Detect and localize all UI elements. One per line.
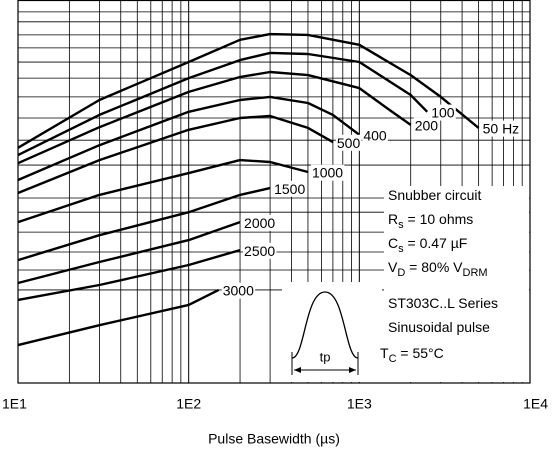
x-tick-label: 1E2 — [176, 396, 201, 412]
curve — [17, 158, 309, 224]
note-subscript: s — [398, 243, 404, 255]
curve — [17, 248, 241, 302]
arrow-heads — [294, 367, 356, 373]
curve-label: 50 Hz — [483, 121, 520, 137]
curve — [17, 186, 271, 262]
curve-label-background — [335, 134, 362, 151]
note-part: Snubber circuit — [388, 187, 481, 203]
curve — [17, 32, 480, 149]
note-subscript: D — [397, 267, 405, 279]
curve — [17, 114, 334, 195]
note-part: = 55°C — [397, 345, 444, 361]
curve-label: 1000 — [312, 165, 343, 181]
note: ST303C..L Series — [388, 295, 498, 311]
note: Rs = 10 ohms — [388, 211, 473, 231]
note-part: = 0.47 µF — [404, 235, 468, 251]
curve-label-background — [413, 117, 440, 134]
curve — [17, 70, 412, 165]
curve-label: 100 — [431, 105, 455, 121]
note-part: R — [388, 211, 398, 227]
curve — [17, 95, 361, 182]
curve-label-background — [273, 180, 307, 197]
x-axis-title: Pulse Basewidth (µs) — [208, 431, 340, 447]
curve-label: 1500 — [274, 181, 305, 197]
curve-label: 200 — [415, 118, 439, 134]
curve-label-background — [243, 214, 277, 231]
note-part: Sinusoidal pulse — [388, 319, 490, 335]
note-part: V — [388, 259, 398, 275]
note-part: ST303C..L Series — [388, 295, 498, 311]
tp-background — [308, 348, 342, 366]
curve-label: 3000 — [223, 283, 254, 299]
note-part: T — [380, 345, 389, 361]
note: Cs = 0.47 µF — [388, 235, 467, 255]
x-tick-label: 1E1 — [2, 396, 27, 412]
notes-background — [384, 186, 529, 382]
curve — [17, 51, 429, 157]
curve-label-background — [243, 242, 277, 259]
pulse-shape — [291, 291, 359, 359]
curve-label-background — [430, 104, 456, 121]
curve — [17, 288, 220, 347]
inset-background — [282, 282, 382, 382]
curve — [17, 220, 241, 285]
x-tick-label: 1E3 — [347, 396, 372, 412]
curve-label-background — [481, 120, 521, 137]
note-part: C — [388, 235, 398, 251]
note: VD = 80% VDRM — [388, 259, 488, 279]
curve-label: 2500 — [244, 243, 275, 259]
note-subscript: C — [389, 353, 397, 365]
curve-label: 400 — [363, 128, 387, 144]
note-subscript: DRM — [463, 267, 488, 279]
pulse-inset: tp — [291, 291, 359, 375]
note: Snubber circuit — [388, 187, 481, 203]
curve-label-background — [362, 127, 388, 144]
curve-label: 500 — [337, 135, 361, 151]
note-part: = 80% V — [405, 259, 463, 275]
notes: Snubber circuit Rs = 10 ohms Cs = 0.47 µF V… — [380, 187, 498, 365]
x-tick-label: 1E4 — [523, 396, 548, 412]
curve-label-background — [310, 164, 345, 181]
note-subscript: s — [398, 219, 404, 231]
curve-label-background — [221, 282, 256, 299]
note-part: = 10 ohms — [404, 211, 474, 227]
inset-label: tp — [320, 349, 331, 364]
note: Sinusoidal pulse — [388, 319, 490, 335]
note: TC = 55°C — [380, 345, 444, 365]
plot-frame — [17, 0, 531, 384]
curve-label: 2000 — [244, 215, 275, 231]
